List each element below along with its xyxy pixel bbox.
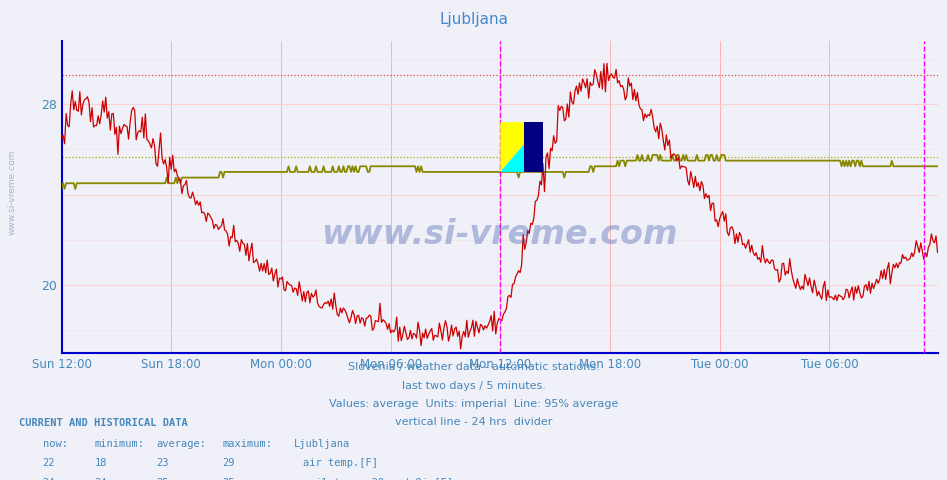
Text: 23: 23 [156, 458, 169, 468]
Text: 29: 29 [223, 458, 235, 468]
Polygon shape [500, 122, 543, 172]
Text: 22: 22 [43, 458, 55, 468]
Text: maximum:: maximum: [223, 439, 273, 449]
Text: Values: average  Units: imperial  Line: 95% average: Values: average Units: imperial Line: 95… [329, 399, 618, 409]
Text: minimum:: minimum: [95, 439, 145, 449]
Text: Slovenia / weather data - automatic stations.: Slovenia / weather data - automatic stat… [348, 362, 599, 372]
Text: average:: average: [156, 439, 206, 449]
Text: vertical line - 24 hrs  divider: vertical line - 24 hrs divider [395, 417, 552, 427]
Text: 25: 25 [223, 478, 235, 480]
Text: CURRENT AND HISTORICAL DATA: CURRENT AND HISTORICAL DATA [19, 418, 188, 428]
Polygon shape [500, 122, 543, 172]
Text: 25: 25 [156, 478, 169, 480]
Text: air temp.[F]: air temp.[F] [303, 458, 378, 468]
Text: 24: 24 [43, 478, 55, 480]
Polygon shape [524, 122, 543, 172]
Text: www.si-vreme.com: www.si-vreme.com [8, 149, 17, 235]
Text: 18: 18 [95, 458, 107, 468]
Text: www.si-vreme.com: www.si-vreme.com [321, 218, 678, 251]
Text: 24: 24 [95, 478, 107, 480]
Text: Ljubljana: Ljubljana [294, 439, 349, 449]
Text: now:: now: [43, 439, 67, 449]
Text: soil temp. 20cm / 8in[F]: soil temp. 20cm / 8in[F] [303, 478, 453, 480]
Text: Ljubljana: Ljubljana [439, 12, 508, 27]
Text: last two days / 5 minutes.: last two days / 5 minutes. [402, 381, 545, 391]
